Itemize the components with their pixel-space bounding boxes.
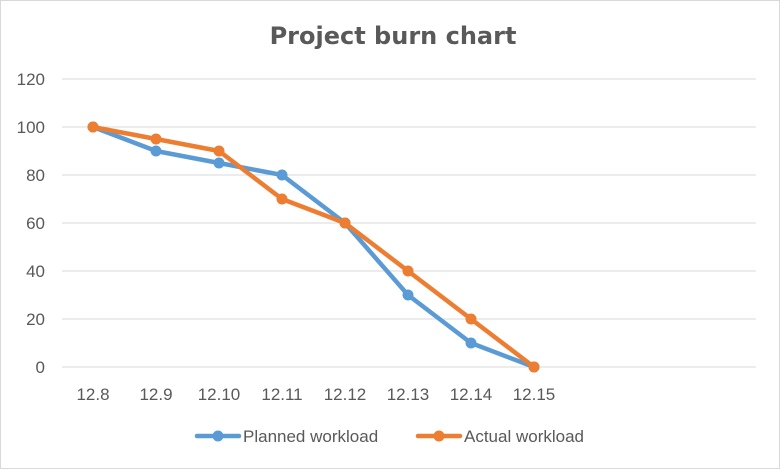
legend[interactable]: Planned workload Actual workload (194, 427, 584, 446)
data-point (276, 193, 288, 205)
data-point (528, 361, 540, 373)
legend-item[interactable]: Actual workload (415, 427, 584, 446)
data-point (150, 133, 162, 145)
series-line (90, 124, 537, 370)
legend-item[interactable]: Planned workload (194, 427, 378, 446)
legend-marker (433, 430, 445, 442)
data-point (465, 337, 477, 349)
y-tick-label: 120 (17, 70, 45, 89)
data-point (339, 217, 351, 229)
legend-label: Actual workload (464, 427, 584, 446)
series-line (90, 124, 537, 370)
series-group (87, 121, 540, 373)
series-2 (87, 121, 540, 373)
x-tick-label: 12.13 (387, 385, 430, 404)
y-tick-label: 40 (26, 262, 45, 281)
data-point (402, 289, 414, 301)
x-tick-label: 12.12 (324, 385, 367, 404)
y-tick-label: 60 (26, 214, 45, 233)
y-tick-label: 80 (26, 166, 45, 185)
y-tick-label: 0 (36, 358, 45, 377)
x-tick-label: 12.10 (198, 385, 241, 404)
legend-marker (212, 430, 224, 442)
data-point (465, 313, 477, 325)
x-tick-label: 12.9 (139, 385, 172, 404)
x-tick-label: 12.11 (261, 385, 302, 404)
x-axis-ticks: 12.8 12.9 12.10 12.11 12.12 12.13 12.14 12.15 (76, 385, 555, 404)
data-point (402, 265, 414, 277)
x-tick-label: 12.8 (76, 385, 109, 404)
y-tick-label: 100 (17, 118, 45, 137)
data-point (276, 169, 288, 181)
data-point (87, 121, 99, 133)
data-point (150, 145, 162, 157)
y-axis-ticks: 0 20 40 60 80 100 120 (17, 70, 45, 377)
x-tick-label: 12.15 (513, 385, 556, 404)
y-tick-label: 20 (26, 310, 45, 329)
data-point (213, 157, 225, 169)
chart-title: Project burn chart (270, 22, 517, 50)
x-tick-label: 12.14 (450, 385, 493, 404)
series-1 (87, 121, 540, 373)
data-point (213, 145, 225, 157)
gridlines (62, 78, 756, 368)
legend-label: Planned workload (243, 427, 378, 446)
